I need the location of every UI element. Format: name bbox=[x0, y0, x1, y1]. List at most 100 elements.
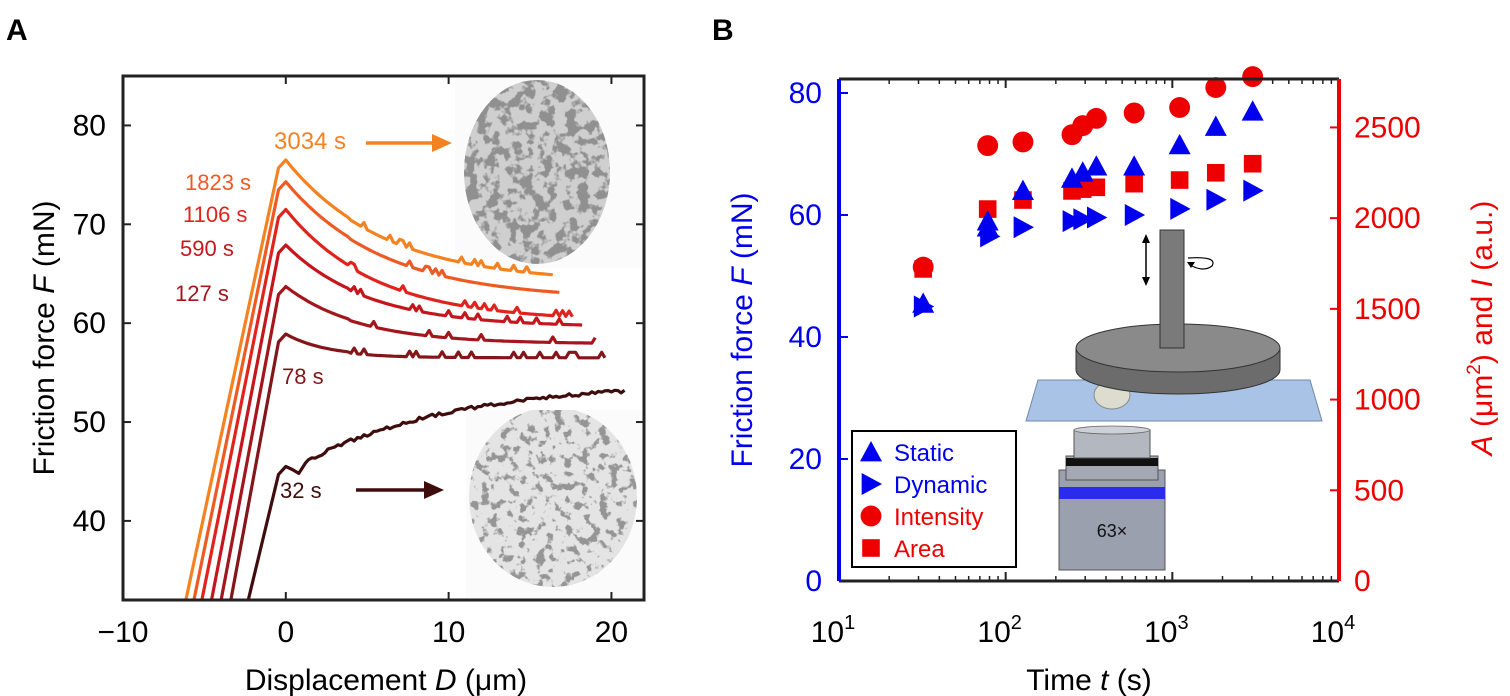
data-point bbox=[1062, 210, 1083, 233]
legend: Static Dynamic Intensity Area bbox=[851, 430, 1017, 568]
contact-image-top bbox=[455, 78, 642, 268]
panel-label-a: A bbox=[6, 14, 28, 47]
panel-a-x-label: Displacement D (μm) bbox=[245, 664, 527, 696]
data-point bbox=[1087, 178, 1106, 197]
series-line bbox=[192, 180, 560, 600]
legend-marker bbox=[860, 441, 882, 462]
series-line bbox=[246, 388, 626, 600]
panel-b-x-label: Time t (s) bbox=[1026, 664, 1152, 696]
data-point bbox=[1170, 171, 1189, 189]
data-point bbox=[1085, 107, 1107, 129]
x-tick-label: 102 bbox=[977, 612, 1022, 649]
arrow-top-head bbox=[432, 134, 452, 152]
panel-b-left-y-label: Friction force F (mN) bbox=[726, 192, 759, 467]
x-tick-label: 103 bbox=[1144, 612, 1189, 649]
x-tick-label: 20 bbox=[595, 616, 628, 649]
legend-label: Intensity bbox=[894, 504, 983, 531]
x-tick-label: 101 bbox=[811, 612, 856, 649]
y-tick-label: 70 bbox=[73, 208, 106, 241]
y-left-tick-label: 20 bbox=[789, 443, 822, 476]
panel-label-b: B bbox=[712, 14, 734, 47]
legend-marker bbox=[861, 473, 882, 495]
y-right-tick-label: 500 bbox=[1354, 474, 1404, 507]
data-point bbox=[1243, 179, 1264, 202]
data-point bbox=[1168, 133, 1191, 155]
y-right-tick-label: 0 bbox=[1354, 565, 1371, 598]
data-point bbox=[1071, 161, 1094, 182]
data-point bbox=[1060, 167, 1083, 188]
y-tick-label: 40 bbox=[73, 505, 106, 538]
series-line bbox=[184, 158, 553, 600]
data-point bbox=[1086, 206, 1108, 229]
data-point bbox=[912, 256, 934, 278]
series-label: 1823 s bbox=[185, 170, 251, 195]
data-point bbox=[1205, 77, 1227, 98]
y-right-tick-label: 2500 bbox=[1354, 111, 1421, 144]
y-tick-label: 60 bbox=[73, 307, 106, 340]
data-point bbox=[1169, 97, 1191, 118]
series-line bbox=[209, 243, 583, 600]
data-point bbox=[1012, 131, 1034, 153]
y-right-tick-label: 1000 bbox=[1354, 384, 1421, 417]
shaft bbox=[1159, 229, 1185, 349]
series-label: 32 s bbox=[280, 478, 322, 503]
objective-magnification: 63× bbox=[1097, 521, 1128, 541]
series-label: 1106 s bbox=[183, 202, 247, 227]
contact-image-bottom bbox=[466, 410, 642, 598]
rotation-icon bbox=[1187, 257, 1214, 270]
data-point bbox=[977, 135, 999, 157]
data-point bbox=[1124, 204, 1146, 226]
arrow-bottom-head bbox=[424, 481, 444, 499]
series-label: 590 s bbox=[180, 236, 234, 261]
legend-label: Static bbox=[894, 440, 954, 467]
data-point bbox=[1206, 188, 1227, 211]
series-line bbox=[219, 285, 597, 600]
panel-a-y-label: Friction force F (mN) bbox=[28, 200, 61, 475]
legend-label: Dynamic bbox=[894, 472, 987, 499]
series-label: 78 s bbox=[282, 364, 324, 389]
data-point bbox=[1085, 155, 1108, 176]
series-line bbox=[229, 332, 607, 600]
data-point bbox=[1204, 115, 1227, 136]
data-point bbox=[1125, 174, 1143, 193]
data-point bbox=[978, 200, 997, 218]
y-tick-label: 50 bbox=[73, 406, 106, 439]
x-tick-label: 10 bbox=[432, 616, 465, 649]
data-point bbox=[912, 292, 935, 313]
y-left-tick-label: 40 bbox=[789, 321, 822, 354]
y-left-tick-label: 60 bbox=[789, 199, 822, 232]
x-tick-label: −10 bbox=[98, 616, 149, 649]
legend-label: Area bbox=[894, 536, 945, 563]
apparatus-schematic: 63× bbox=[1025, 229, 1323, 571]
legend-marker bbox=[862, 539, 880, 557]
panel-b-right-y-label: A (μm2) and I (a.u.) bbox=[1464, 201, 1499, 458]
panel-b-chart: 63× 101 102 103 104 0 20 40 60 80 0 500 1000 1500 200… bbox=[726, 66, 1499, 696]
x-tick-label: 0 bbox=[277, 616, 294, 649]
data-point bbox=[1011, 179, 1034, 200]
annotation-3034s: 3034 s bbox=[274, 128, 346, 155]
data-point bbox=[976, 216, 999, 237]
vertical-motion-arrow-up bbox=[1142, 234, 1150, 243]
objective-lens: 63× bbox=[1058, 425, 1166, 571]
data-point bbox=[1206, 163, 1225, 182]
data-point bbox=[1073, 208, 1094, 231]
y-left-tick-label: 80 bbox=[789, 77, 822, 110]
x-tick-label: 104 bbox=[1311, 612, 1356, 649]
data-point bbox=[1241, 100, 1264, 121]
data-point bbox=[1123, 155, 1146, 176]
data-point bbox=[1243, 154, 1262, 173]
data-point bbox=[1242, 66, 1264, 88]
series-label: 127 s bbox=[175, 281, 229, 306]
y-tick-label: 80 bbox=[73, 109, 106, 142]
rotation-arrow-head bbox=[1187, 262, 1195, 268]
y-right-tick-label: 2000 bbox=[1354, 202, 1421, 235]
y-left-tick-label: 0 bbox=[805, 565, 822, 598]
panel-a-frame bbox=[121, 74, 646, 602]
legend-marker bbox=[860, 505, 882, 527]
panel-a-chart: 1823 s 1106 s 590 s 127 s 78 s 32 s −10 0 10 20 4… bbox=[28, 74, 646, 696]
vertical-motion-arrow-down bbox=[1142, 277, 1150, 286]
series-line bbox=[200, 207, 574, 600]
data-point bbox=[1170, 197, 1191, 220]
data-point bbox=[1123, 102, 1145, 124]
